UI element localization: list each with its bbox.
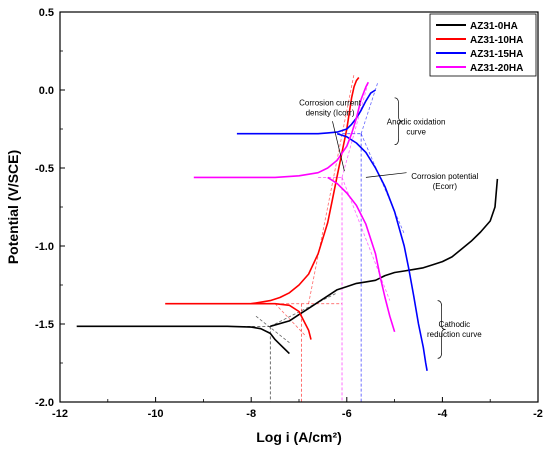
annotation-arrow-0 (332, 121, 345, 172)
tafel-line-7 (255, 315, 290, 344)
legend: AZ31-0HA AZ31-10HA AZ31-15HA AZ31-20HA (429, 13, 537, 77)
x-tick-label: -2 (533, 408, 543, 420)
series-line-az31-0ha-1 (270, 178, 499, 328)
x-tick-label: -4 (438, 408, 449, 420)
x-tick-label: -8 (246, 408, 256, 420)
annotation-arrow-1 (365, 172, 407, 178)
y-axis-title: Potential (V/SCE) (5, 150, 21, 264)
x-tick-label: -6 (342, 408, 352, 420)
x-axis: -12 -10 -8 -6 -4 -2 (52, 397, 543, 420)
tafel-line-4 (341, 82, 369, 178)
series-line-az31-15ha-4 (236, 89, 376, 135)
series-line-az31-10ha-2 (165, 302, 312, 340)
series-line-az31-0ha-0 (76, 325, 290, 355)
annotations: Corrosion current density (Icorr) Anodic o… (299, 97, 482, 359)
legend-label-az31-10ha: AZ31-10HA (470, 35, 523, 46)
legend-label-az31-15ha: AZ31-15HA (470, 49, 523, 60)
series-line-az31-20ha-6 (193, 81, 370, 179)
y-tick-label: -2.0 (35, 397, 54, 409)
annotation-brace-1 (437, 300, 446, 359)
series-line-az31-15ha-5 (336, 132, 428, 371)
annotation-1: Anodic oxidation curve (387, 117, 446, 136)
y-tick-label: 0.5 (39, 7, 54, 19)
annotation-3: Cathodic reduction curve (427, 320, 482, 339)
annotation-0: Corrosion current density (Icorr) (299, 99, 362, 118)
annotation-brace-0 (394, 97, 403, 145)
y-tick-label: -1.5 (35, 319, 54, 331)
y-tick-label: -1.0 (35, 241, 54, 253)
tafel-line-6 (270, 292, 338, 327)
series-lines (76, 77, 499, 371)
tafel-line-0 (308, 74, 355, 304)
y-tick-label: 0.0 (39, 85, 54, 97)
legend-label-az31-0ha: AZ31-0HA (470, 21, 518, 32)
y-axis: -2.0 -1.5 -1.0 -0.5 0.0 0.5 (35, 7, 65, 409)
series-line-az31-20ha-7 (327, 176, 396, 333)
series-line-az31-10ha-3 (251, 77, 360, 305)
tafel-line-3 (360, 133, 405, 234)
x-axis-title: Log i (A/cm²) (256, 429, 342, 445)
y-tick-label: -0.5 (35, 163, 54, 175)
legend-label-az31-20ha: AZ31-20HA (470, 63, 523, 74)
x-tick-label: -10 (148, 408, 164, 420)
x-tick-label: -12 (52, 408, 68, 420)
annotation-2: Corrosion potential (Ecorr) (411, 172, 478, 191)
